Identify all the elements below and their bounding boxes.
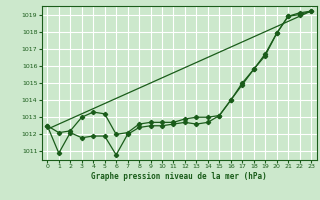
X-axis label: Graphe pression niveau de la mer (hPa): Graphe pression niveau de la mer (hPa) bbox=[91, 172, 267, 181]
